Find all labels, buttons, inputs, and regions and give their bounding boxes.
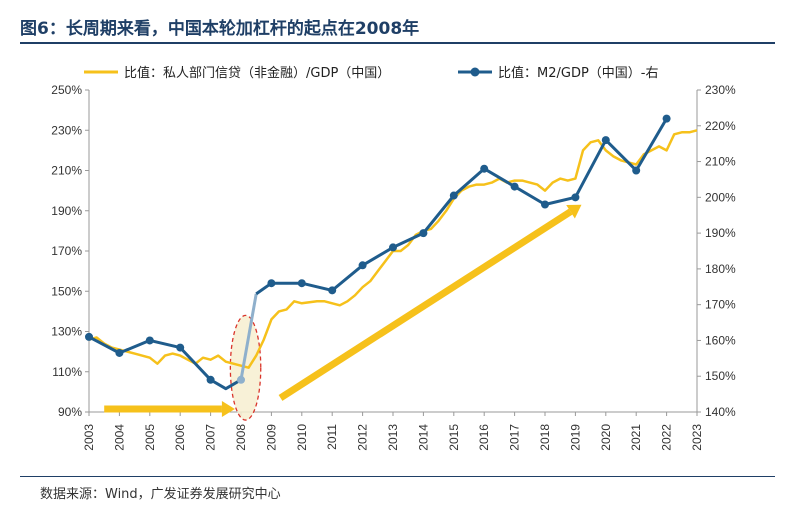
series-m2-line [255, 117, 668, 296]
x-tick-label: 2011 [325, 424, 339, 450]
series-m2-highlight-segment [239, 293, 258, 381]
y-left-tick-label: 130% [51, 325, 82, 339]
y-left-tick-label: 210% [51, 164, 82, 178]
y-right-tick-label: 170% [705, 298, 736, 312]
x-tick-label: 2008 [234, 424, 248, 451]
y-right-tick-label: 210% [705, 155, 736, 169]
x-tick-label: 2017 [508, 424, 522, 451]
title-rule [20, 42, 775, 44]
y-right-tick-label: 200% [705, 190, 736, 204]
annotations [104, 204, 582, 421]
y-right-tick-label: 220% [705, 119, 736, 133]
x-tick-label: 2023 [690, 424, 704, 451]
x-tick-label: 2022 [660, 424, 674, 451]
x-tick-label: 2003 [82, 424, 96, 451]
x-tick-label: 2019 [568, 424, 582, 451]
trend-arrow-head [221, 400, 235, 417]
series-m2-point [145, 336, 154, 345]
series-m2-point [237, 375, 245, 384]
legend-marker-m2 [470, 67, 480, 77]
series-m2-point [206, 375, 215, 384]
series-m2-point [176, 343, 185, 352]
y-right-tick-label: 140% [705, 405, 736, 419]
series-m2-point [358, 261, 367, 270]
y-right-tick-label: 160% [705, 333, 736, 347]
x-tick-label: 2015 [447, 424, 461, 451]
y-left-tick-label: 90% [58, 405, 82, 419]
y-left-tick-label: 190% [51, 204, 82, 218]
page-title: 图6：长周期来看，中国本轮加杠杆的起点在2008年 [20, 19, 420, 39]
y-right-tick-label: 180% [705, 262, 736, 276]
x-tick-label: 2016 [477, 424, 491, 451]
series-m2-point [571, 193, 580, 202]
x-tick-label: 2013 [386, 424, 400, 451]
series-m2-point [297, 279, 306, 288]
y-left-tick-label: 150% [51, 284, 82, 298]
x-tick-label: 2005 [143, 424, 157, 451]
trend-arrow-head [566, 204, 582, 219]
y-right-tick-label: 190% [705, 226, 736, 240]
x-tick-label: 2014 [416, 424, 430, 451]
series-m2-point [510, 182, 519, 191]
series-m2-point [541, 200, 549, 209]
series-m2-point [419, 229, 428, 238]
x-tick-label: 2018 [538, 424, 552, 451]
series-m2-point [328, 286, 337, 295]
y-left-tick-label: 110% [52, 365, 82, 379]
series-m2-point [480, 164, 489, 173]
y-left-tick-label: 230% [51, 123, 82, 137]
x-tick-label: 2021 [629, 424, 643, 451]
series-m2-point [632, 166, 641, 175]
x-tick-label: 2012 [356, 424, 370, 451]
y-right-tick-label: 150% [705, 369, 736, 383]
x-tick-label: 2004 [112, 424, 126, 451]
x-tick-label: 2007 [204, 424, 218, 451]
series-layer [85, 114, 698, 391]
series-m2-point [449, 191, 458, 200]
series-m2-point [662, 114, 671, 123]
series-m2-point [115, 348, 124, 357]
x-tick-label: 2010 [295, 424, 309, 451]
series-m2-point [267, 279, 276, 288]
y-left-tick-label: 250% [51, 83, 82, 97]
y-right-tick-label: 230% [705, 83, 736, 97]
series-m2-point [85, 332, 93, 341]
trend-arrow-shaft [278, 208, 573, 401]
series-private-credit-line [88, 129, 698, 369]
series-m2-point [389, 243, 397, 252]
x-tick-label: 2009 [264, 424, 278, 451]
x-tick-label: 2006 [173, 424, 187, 451]
legend-label-m2: 比值：M2/GDP（中国）-右 [498, 65, 658, 81]
series-m2-point [601, 136, 610, 145]
y-left-tick-label: 170% [51, 244, 82, 258]
source-note: 数据来源：Wind，广发证券发展研究中心 [40, 487, 281, 502]
x-tick-label: 2020 [599, 424, 613, 451]
axes: 90% 110% 130% 150% 170% 190% 210% 230% 250% 140% 1… [51, 83, 736, 451]
legend: 比值：私人部门信贷（非金融）/GDP（中国） 比值：M2/GDP（中国）-右 [84, 65, 658, 81]
series-m2-line [88, 335, 242, 391]
source-rule [20, 476, 775, 477]
legend-label-private-credit: 比值：私人部门信贷（非金融）/GDP（中国） [124, 65, 390, 81]
